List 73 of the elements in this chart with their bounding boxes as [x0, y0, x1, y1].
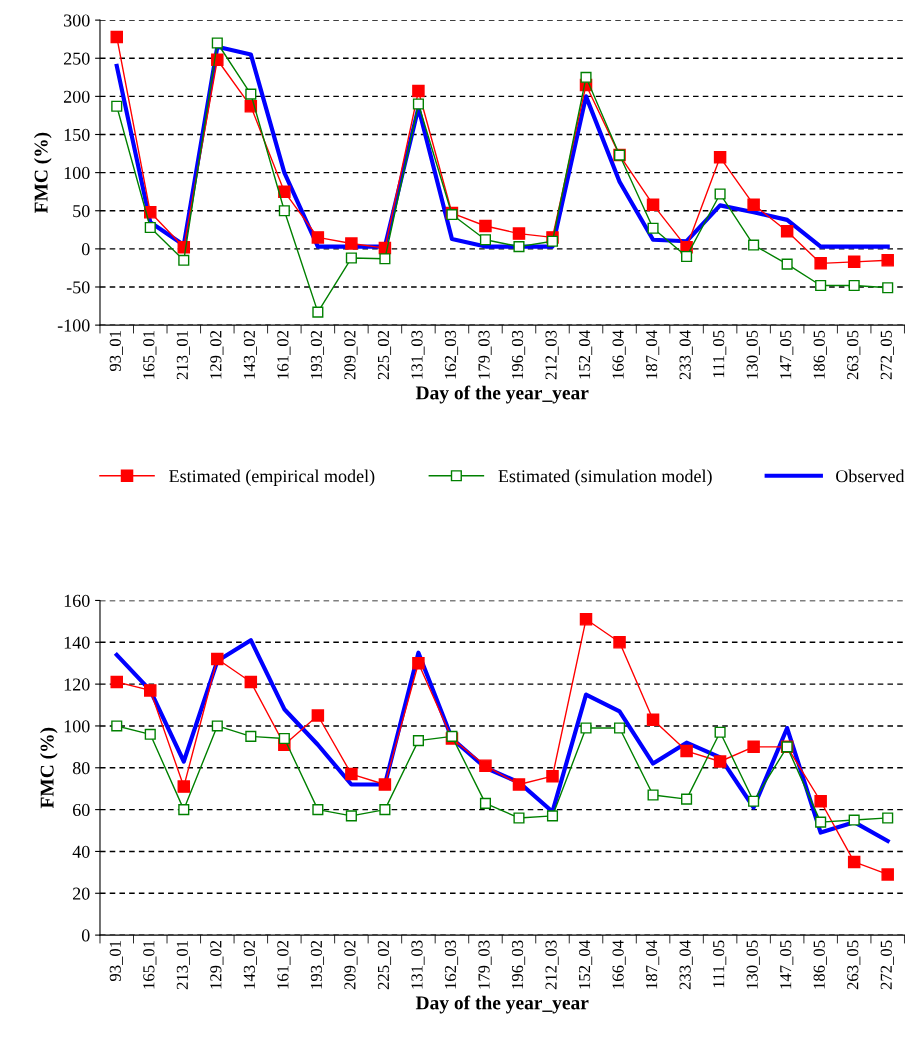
x-tick-label: 187_04 [645, 940, 660, 989]
x-tick-label: 179_03 [478, 940, 492, 989]
y-tick-label: 50 [73, 205, 90, 218]
y-tick-label: 300 [64, 14, 90, 27]
y-tick-label: 0 [81, 929, 90, 942]
legend-label: Estimated (simulation model) [498, 469, 712, 486]
x-tick-label: 209_02 [344, 330, 358, 380]
y-tick-label: 0 [81, 243, 90, 256]
x-tick-label: 161_02 [277, 330, 291, 379]
y-tick-label: 250 [63, 52, 90, 65]
legend-label: Observed [836, 469, 905, 483]
x-tick-label: 186_05 [813, 940, 827, 989]
x-tick-label: 166_04 [612, 940, 626, 989]
y-tick-label: 20 [73, 887, 90, 900]
x-tick-label: 143_02 [243, 940, 257, 989]
x-tick-label: 213_01 [176, 940, 190, 990]
x-tick-label: 225_02 [377, 330, 392, 380]
x-tick-label: 152_04 [578, 940, 593, 989]
x-tick-label: 212_03 [545, 330, 559, 380]
y-axis-title: FMC (%) [33, 132, 52, 214]
x-tick-label: 212_03 [545, 940, 559, 990]
x-axis-title: Day of the year_year [415, 995, 589, 1014]
legend-label: Estimated (empirical model) [169, 469, 375, 486]
x-tick-label: 162_03 [444, 330, 459, 379]
x-tick-label: 213_01 [176, 330, 190, 380]
x-tick-label: 162_03 [444, 940, 459, 989]
y-tick-label: 100 [64, 720, 90, 733]
x-tick-label: 165_01 [143, 330, 157, 379]
x-tick-label: 166_04 [612, 330, 626, 379]
x-tick-label: 193_02 [310, 940, 325, 989]
x-tick-label: 186_05 [813, 330, 827, 379]
x-tick-label: 233_04 [679, 330, 693, 380]
y-tick-label: -100 [57, 319, 90, 332]
x-tick-label: 196_03 [511, 940, 526, 989]
x-tick-label: 129_02 [210, 940, 224, 989]
x-tick-label: 111_05 [713, 940, 727, 988]
y-tick-label: 150 [64, 128, 90, 141]
x-axis-title: Day of the year_year [415, 385, 589, 404]
x-tick-label: 187_04 [645, 330, 660, 379]
x-tick-label: 165_01 [143, 940, 157, 989]
y-tick-label: 140 [64, 636, 90, 649]
y-tick-label: 120 [64, 678, 90, 691]
x-tick-label: 131_03 [411, 330, 425, 379]
y-tick-label: 100 [64, 166, 90, 180]
x-tick-label: 143_02 [243, 330, 257, 379]
y-tick-label: 40 [72, 845, 90, 858]
x-tick-label: 131_03 [411, 940, 425, 989]
y-tick-label: 160 [64, 594, 90, 607]
x-tick-label: 147_05 [780, 330, 794, 379]
x-tick-label: 152_04 [578, 330, 593, 379]
x-tick-label: 130_05 [746, 330, 760, 379]
y-tick-label: 80 [72, 762, 90, 775]
x-tick-label: 161_02 [277, 940, 291, 989]
y-axis-title: FMC (%) [40, 727, 58, 809]
x-tick-label: 179_03 [478, 330, 492, 379]
x-tick-label: 263_05 [847, 940, 861, 990]
y-tick-label: 60 [72, 803, 90, 817]
x-tick-label: 209_02 [344, 940, 358, 990]
x-tick-label: 147_05 [780, 940, 794, 989]
x-tick-label: 93_01 [109, 940, 123, 982]
x-tick-label: 263_05 [847, 330, 861, 380]
x-tick-label: 130_05 [746, 940, 760, 989]
y-tick-label: 200 [63, 90, 90, 103]
x-tick-label: 111_05 [713, 330, 727, 378]
x-tick-label: 196_03 [511, 330, 526, 379]
y-tick-label: -50 [66, 281, 90, 294]
x-tick-label: 93_01 [109, 330, 123, 372]
x-tick-label: 272_05 [880, 940, 894, 990]
x-tick-label: 225_02 [377, 940, 392, 990]
x-tick-label: 233_04 [679, 940, 693, 990]
x-tick-label: 193_02 [310, 330, 325, 379]
x-tick-label: 272_05 [880, 330, 894, 380]
x-tick-label: 129_02 [210, 330, 224, 379]
